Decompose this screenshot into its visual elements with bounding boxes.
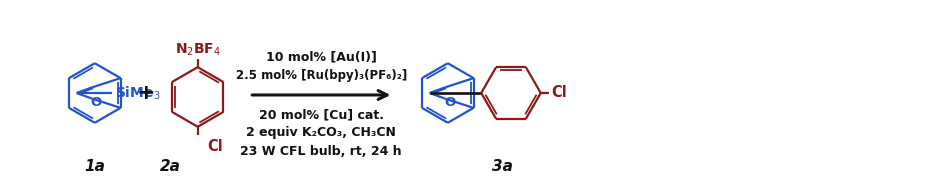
Text: N$_2$BF$_4$: N$_2$BF$_4$	[175, 41, 221, 58]
Text: 10 mol% [Au(I)]: 10 mol% [Au(I)]	[265, 51, 376, 64]
Text: 2a: 2a	[159, 159, 180, 174]
Text: 2.5 mol% [Ru(bpy)₃(PF₆)₂]: 2.5 mol% [Ru(bpy)₃(PF₆)₂]	[236, 69, 407, 82]
Text: Cl: Cl	[207, 139, 223, 154]
Text: +: +	[137, 83, 155, 103]
Text: Cl: Cl	[551, 85, 567, 100]
Text: 20 mol% [Cu] cat.: 20 mol% [Cu] cat.	[259, 108, 384, 121]
Text: 3a: 3a	[492, 159, 512, 174]
Text: 23 W CFL bulb, rt, 24 h: 23 W CFL bulb, rt, 24 h	[240, 145, 402, 158]
Text: 2 equiv K₂CO₃, CH₃CN: 2 equiv K₂CO₃, CH₃CN	[246, 126, 396, 139]
Text: O: O	[444, 96, 455, 109]
Text: SiMe$_3$: SiMe$_3$	[116, 84, 161, 102]
Text: O: O	[91, 96, 102, 109]
Text: 1a: 1a	[84, 159, 105, 174]
